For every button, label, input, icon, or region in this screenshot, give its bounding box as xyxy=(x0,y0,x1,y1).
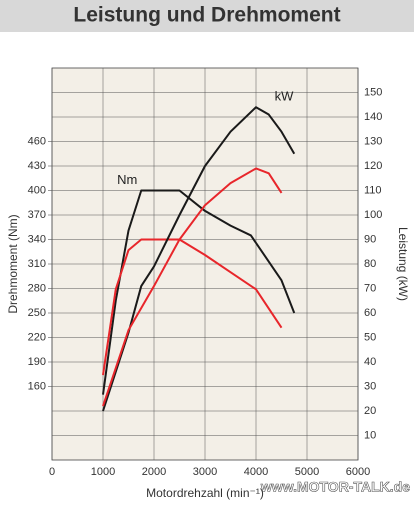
y-tick-label: 310 xyxy=(28,258,46,270)
x-tick-label: 1000 xyxy=(91,466,115,478)
x-axis-label: Motordrehzahl (min⁻¹) xyxy=(146,486,264,500)
y2-tick-label: 90 xyxy=(364,233,376,245)
x-tick-label: 4000 xyxy=(244,466,268,478)
y2-tick-label: 120 xyxy=(364,160,382,172)
y-tick-label: 160 xyxy=(28,380,46,392)
watermark: www.MOTOR-TALK.de xyxy=(260,479,410,495)
y-tick-label: 430 xyxy=(28,160,46,172)
y-tick-label: 400 xyxy=(28,184,46,196)
chart-title: Leistung und Drehmoment xyxy=(73,4,340,27)
y-tick-label: 250 xyxy=(28,307,46,319)
y2-tick-label: 150 xyxy=(364,86,382,98)
y2-tick-label: 30 xyxy=(364,380,376,392)
y-tick-label: 190 xyxy=(28,356,46,368)
y-tick-label: 460 xyxy=(28,135,46,147)
y-tick-label: 340 xyxy=(28,233,46,245)
y2-tick-label: 140 xyxy=(364,111,382,123)
y-tick-label: 220 xyxy=(28,331,46,343)
y2-tick-label: 20 xyxy=(364,405,376,417)
y2-tick-label: 130 xyxy=(364,135,382,147)
x-tick-label: 0 xyxy=(49,466,55,478)
series-line xyxy=(102,189,296,395)
y2-tick-label: 50 xyxy=(364,331,376,343)
y2-tick-label: 80 xyxy=(364,258,376,270)
title-bar xyxy=(0,0,414,32)
y-axis-label: Drehmoment (Nm) xyxy=(6,214,20,313)
y2-tick-label: 110 xyxy=(364,184,382,196)
y2-tick-label: 70 xyxy=(364,282,376,294)
y2-tick-label: 40 xyxy=(364,356,376,368)
y2-tick-label: 10 xyxy=(364,429,376,441)
y2-axis-label: Leistung (kW) xyxy=(396,227,410,301)
x-tick-label: 6000 xyxy=(346,466,370,478)
x-tick-label: 3000 xyxy=(193,466,217,478)
x-tick-label: 2000 xyxy=(142,466,166,478)
series-line xyxy=(102,167,283,407)
x-tick-label: 5000 xyxy=(295,466,319,478)
y-tick-label: 280 xyxy=(28,282,46,294)
annotation: kW xyxy=(275,89,295,104)
series-line xyxy=(102,106,296,412)
annotation: Nm xyxy=(117,172,137,187)
y2-tick-label: 100 xyxy=(364,209,382,221)
y-tick-label: 370 xyxy=(28,209,46,221)
y2-tick-label: 60 xyxy=(364,307,376,319)
